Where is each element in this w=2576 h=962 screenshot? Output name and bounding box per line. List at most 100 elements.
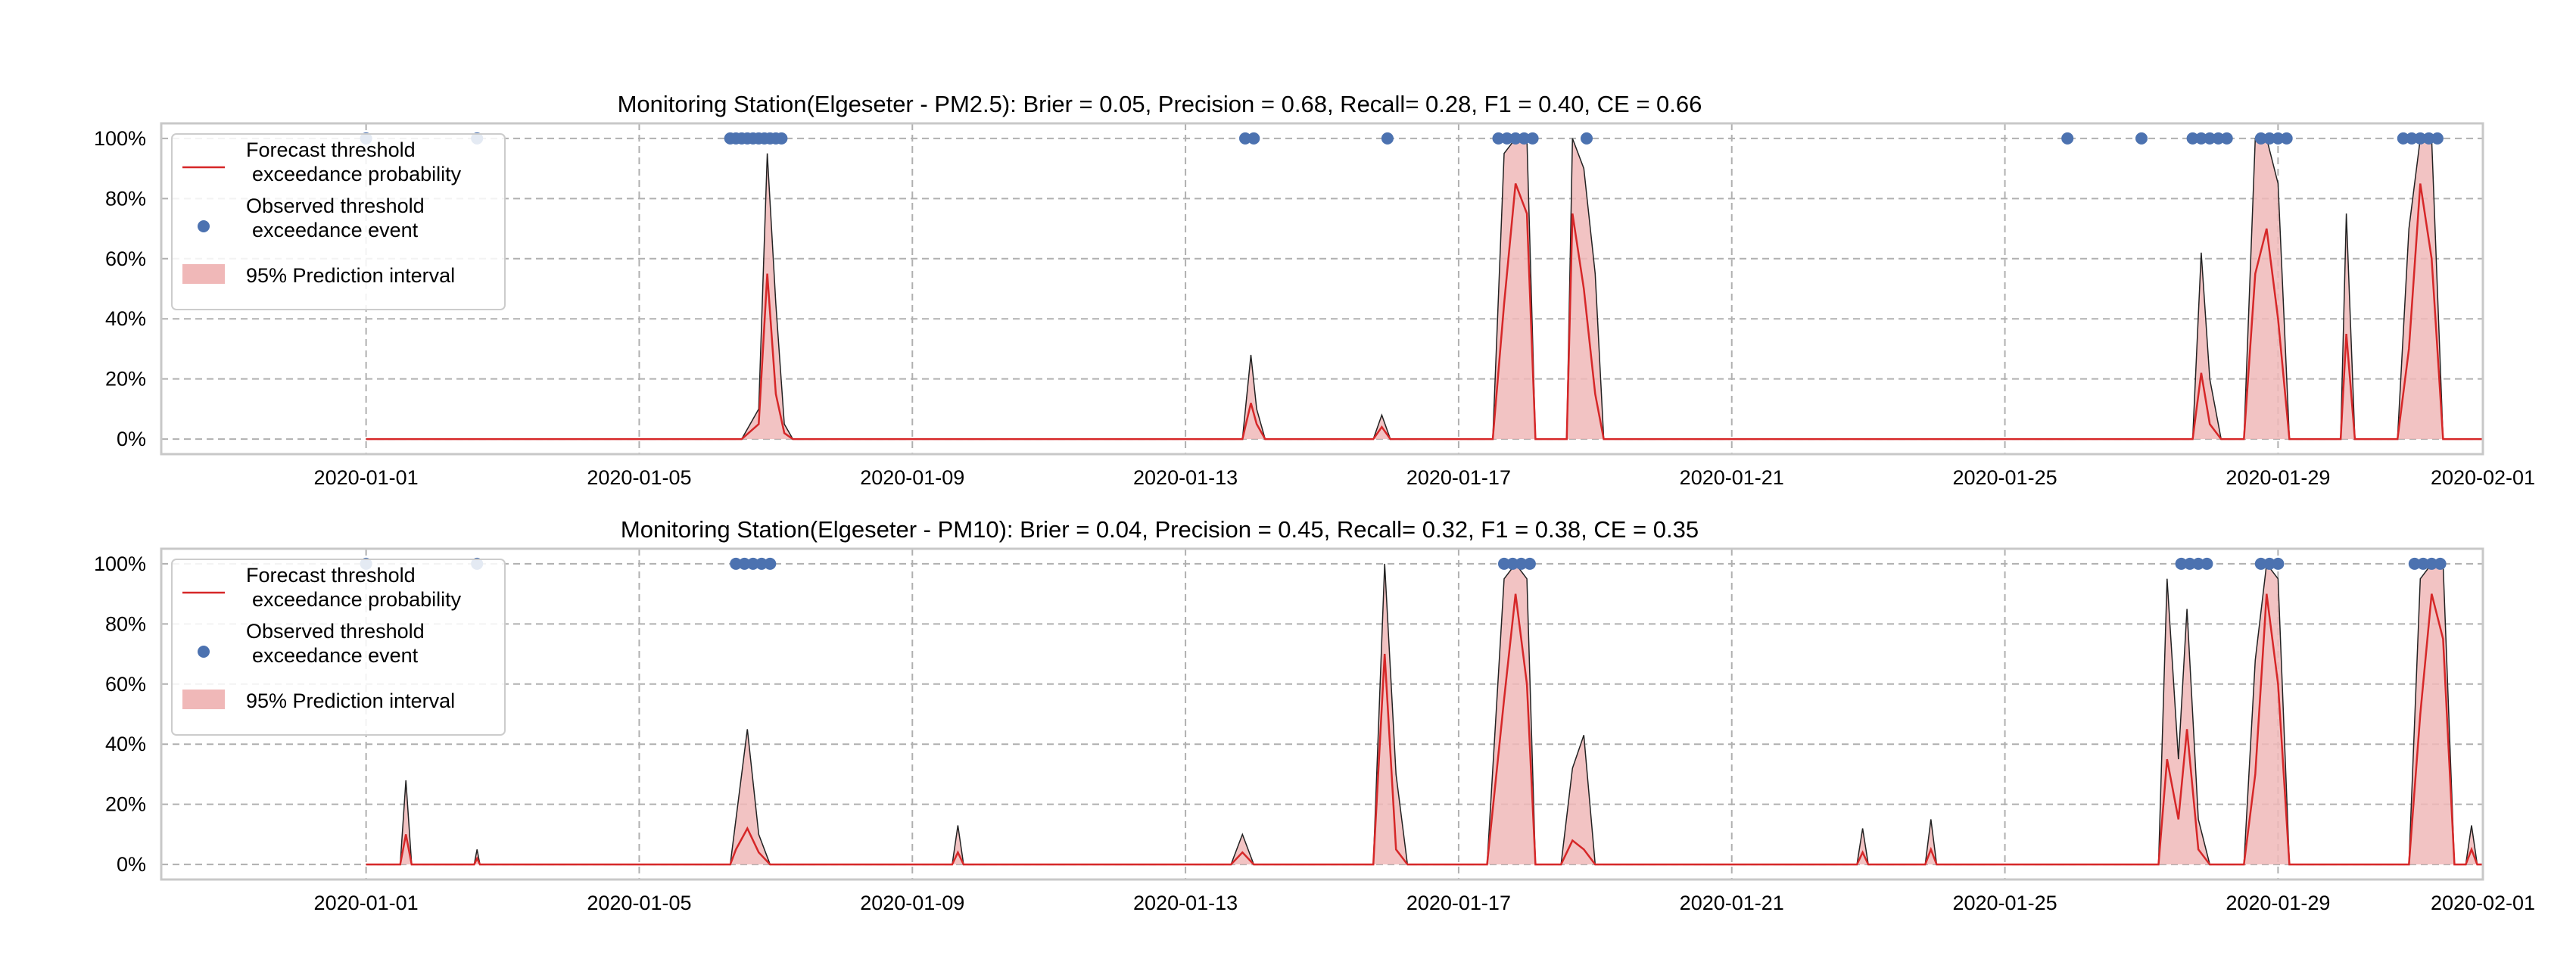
axes-frame (160, 547, 2484, 881)
legend-box (171, 133, 506, 310)
x-tick-label: 2020-01-01 (314, 892, 419, 914)
y-tick-label: 80% (105, 187, 146, 210)
observed-event-point (2254, 132, 2267, 145)
y-tick-label: 0% (117, 853, 146, 876)
legend-label-line: Observed threshold (246, 195, 425, 217)
observed-event-point (1523, 557, 1536, 570)
legend-label: 95% Prediction interval (246, 690, 455, 712)
observed-event-point (1518, 132, 1531, 145)
legend-label: Forecast threshold exceedance probability (246, 564, 462, 611)
y-tick-label: 20% (105, 368, 146, 391)
y-tick-label: 100% (94, 553, 146, 575)
observed-event-point (2272, 557, 2285, 570)
observed-event-point (2194, 132, 2207, 145)
y-tick-label: 100% (94, 127, 146, 150)
legend-label: Observed threshold exceedance event (246, 620, 425, 667)
legend-area-swatch (182, 264, 225, 284)
y-tick-label: 20% (105, 793, 146, 816)
observed-event-point (2212, 132, 2225, 145)
legend-area-swatch (182, 690, 225, 709)
observed-event-point (730, 557, 743, 570)
x-tick-label: 2020-01-25 (1952, 466, 2057, 489)
observed-event-point (2408, 557, 2421, 570)
forecast-probability-line (366, 183, 2483, 441)
x-tick-label: 2020-01-01 (314, 466, 419, 489)
legend-label-line: exceedance event (252, 644, 419, 667)
observed-event-point (2061, 132, 2074, 145)
legend-label: 95% Prediction interval (246, 264, 455, 287)
observed-event-point (2201, 557, 2213, 570)
observed-event-point (738, 557, 751, 570)
observed-event-point (1515, 557, 1528, 570)
observed-event-point (2204, 132, 2216, 145)
observed-event-point (1239, 132, 1251, 145)
x-tick-label: 2020-01-13 (1133, 892, 1238, 914)
observed-event-point (2434, 557, 2447, 570)
y-tick-label: 0% (117, 428, 146, 450)
observed-event-point (2183, 557, 2196, 570)
legend-label-line: exceedance probability (252, 163, 462, 185)
interval-upper-line (366, 138, 2483, 440)
plot-area: 2020-01-01 2020-01-05 2020-01-09 2020-01-13… (94, 547, 2535, 914)
observed-event-point (755, 557, 768, 570)
legend: Forecast threshold exceedance probability… (171, 559, 506, 736)
legend-label-line: exceedance event (252, 219, 419, 241)
observed-event-point (2254, 557, 2267, 570)
plot-area: 2020-01-01 2020-01-05 2020-01-09 2020-01-13… (94, 122, 2535, 489)
legend: Forecast threshold exceedance probability… (171, 133, 506, 310)
observed-event-point (775, 132, 788, 145)
observed-event-point (2263, 557, 2276, 570)
x-tick-label: 2020-01-05 (587, 892, 691, 914)
observed-event-point (2263, 132, 2276, 145)
legend-marker-swatch (198, 220, 210, 232)
observed-event-point (1492, 132, 1505, 145)
observed-event-point (746, 557, 759, 570)
forecast-probability-line (366, 593, 2483, 866)
legend-label-line: Observed threshold (246, 620, 425, 643)
y-tick-label: 80% (105, 612, 146, 635)
y-tick-label: 40% (105, 733, 146, 755)
observed-event-point (2272, 132, 2285, 145)
legend-label-line: 95% Prediction interval (246, 264, 455, 287)
observed-event-point (1498, 557, 1510, 570)
observed-event-point (2406, 132, 2418, 145)
x-tick-label: 2020-01-13 (1133, 466, 1238, 489)
x-tick-label: 2020-01-25 (1952, 892, 2057, 914)
observed-event-point (2431, 132, 2444, 145)
observed-event-point (2414, 132, 2427, 145)
panel-pm10: Monitoring Station(Elgeseter - PM10): Br… (94, 516, 2535, 914)
observed-event-point (1500, 132, 1513, 145)
observed-event-point (1526, 132, 1539, 145)
x-tick-label: 2020-01-29 (2226, 892, 2330, 914)
axes-frame (160, 122, 2484, 456)
observed-event-point (2280, 132, 2293, 145)
observed-event-point (2417, 557, 2430, 570)
x-tick-label: 2020-01-17 (1406, 466, 1511, 489)
observed-event-point (2192, 557, 2205, 570)
x-tick-label: 2020-01-09 (860, 892, 964, 914)
y-tick-label: 60% (105, 248, 146, 270)
observed-event-point (1509, 132, 1522, 145)
legend-marker-swatch (198, 646, 210, 658)
observed-event-point (2135, 132, 2148, 145)
legend-label: Forecast threshold exceedance probability (246, 139, 462, 185)
interval-upper-line (366, 562, 2483, 865)
x-tick-label: 2020-01-21 (1680, 892, 1784, 914)
prediction-interval-area (366, 138, 2483, 440)
observed-event-point (764, 557, 777, 570)
x-tick-label: 2020-01-21 (1680, 466, 1784, 489)
y-tick-label: 60% (105, 673, 146, 696)
chart-title: Monitoring Station(Elgeseter - PM10): Br… (621, 516, 1699, 543)
y-tick-label: 40% (105, 307, 146, 330)
legend-label: Observed threshold exceedance event (246, 195, 425, 241)
panel-pm25: Monitoring Station(Elgeseter - PM2.5): B… (94, 91, 2535, 489)
x-tick-label: 2020-01-09 (860, 466, 964, 489)
x-tick-label: 2020-01-05 (587, 466, 691, 489)
observed-event-point (2186, 132, 2199, 145)
x-tick-label: 2020-01-29 (2226, 466, 2330, 489)
x-tick-label: 2020-02-01 (2431, 892, 2535, 914)
legend-label-line: Forecast threshold (246, 139, 416, 161)
x-tick-label: 2020-02-01 (2431, 466, 2535, 489)
legend-label-line: exceedance probability (252, 588, 462, 611)
